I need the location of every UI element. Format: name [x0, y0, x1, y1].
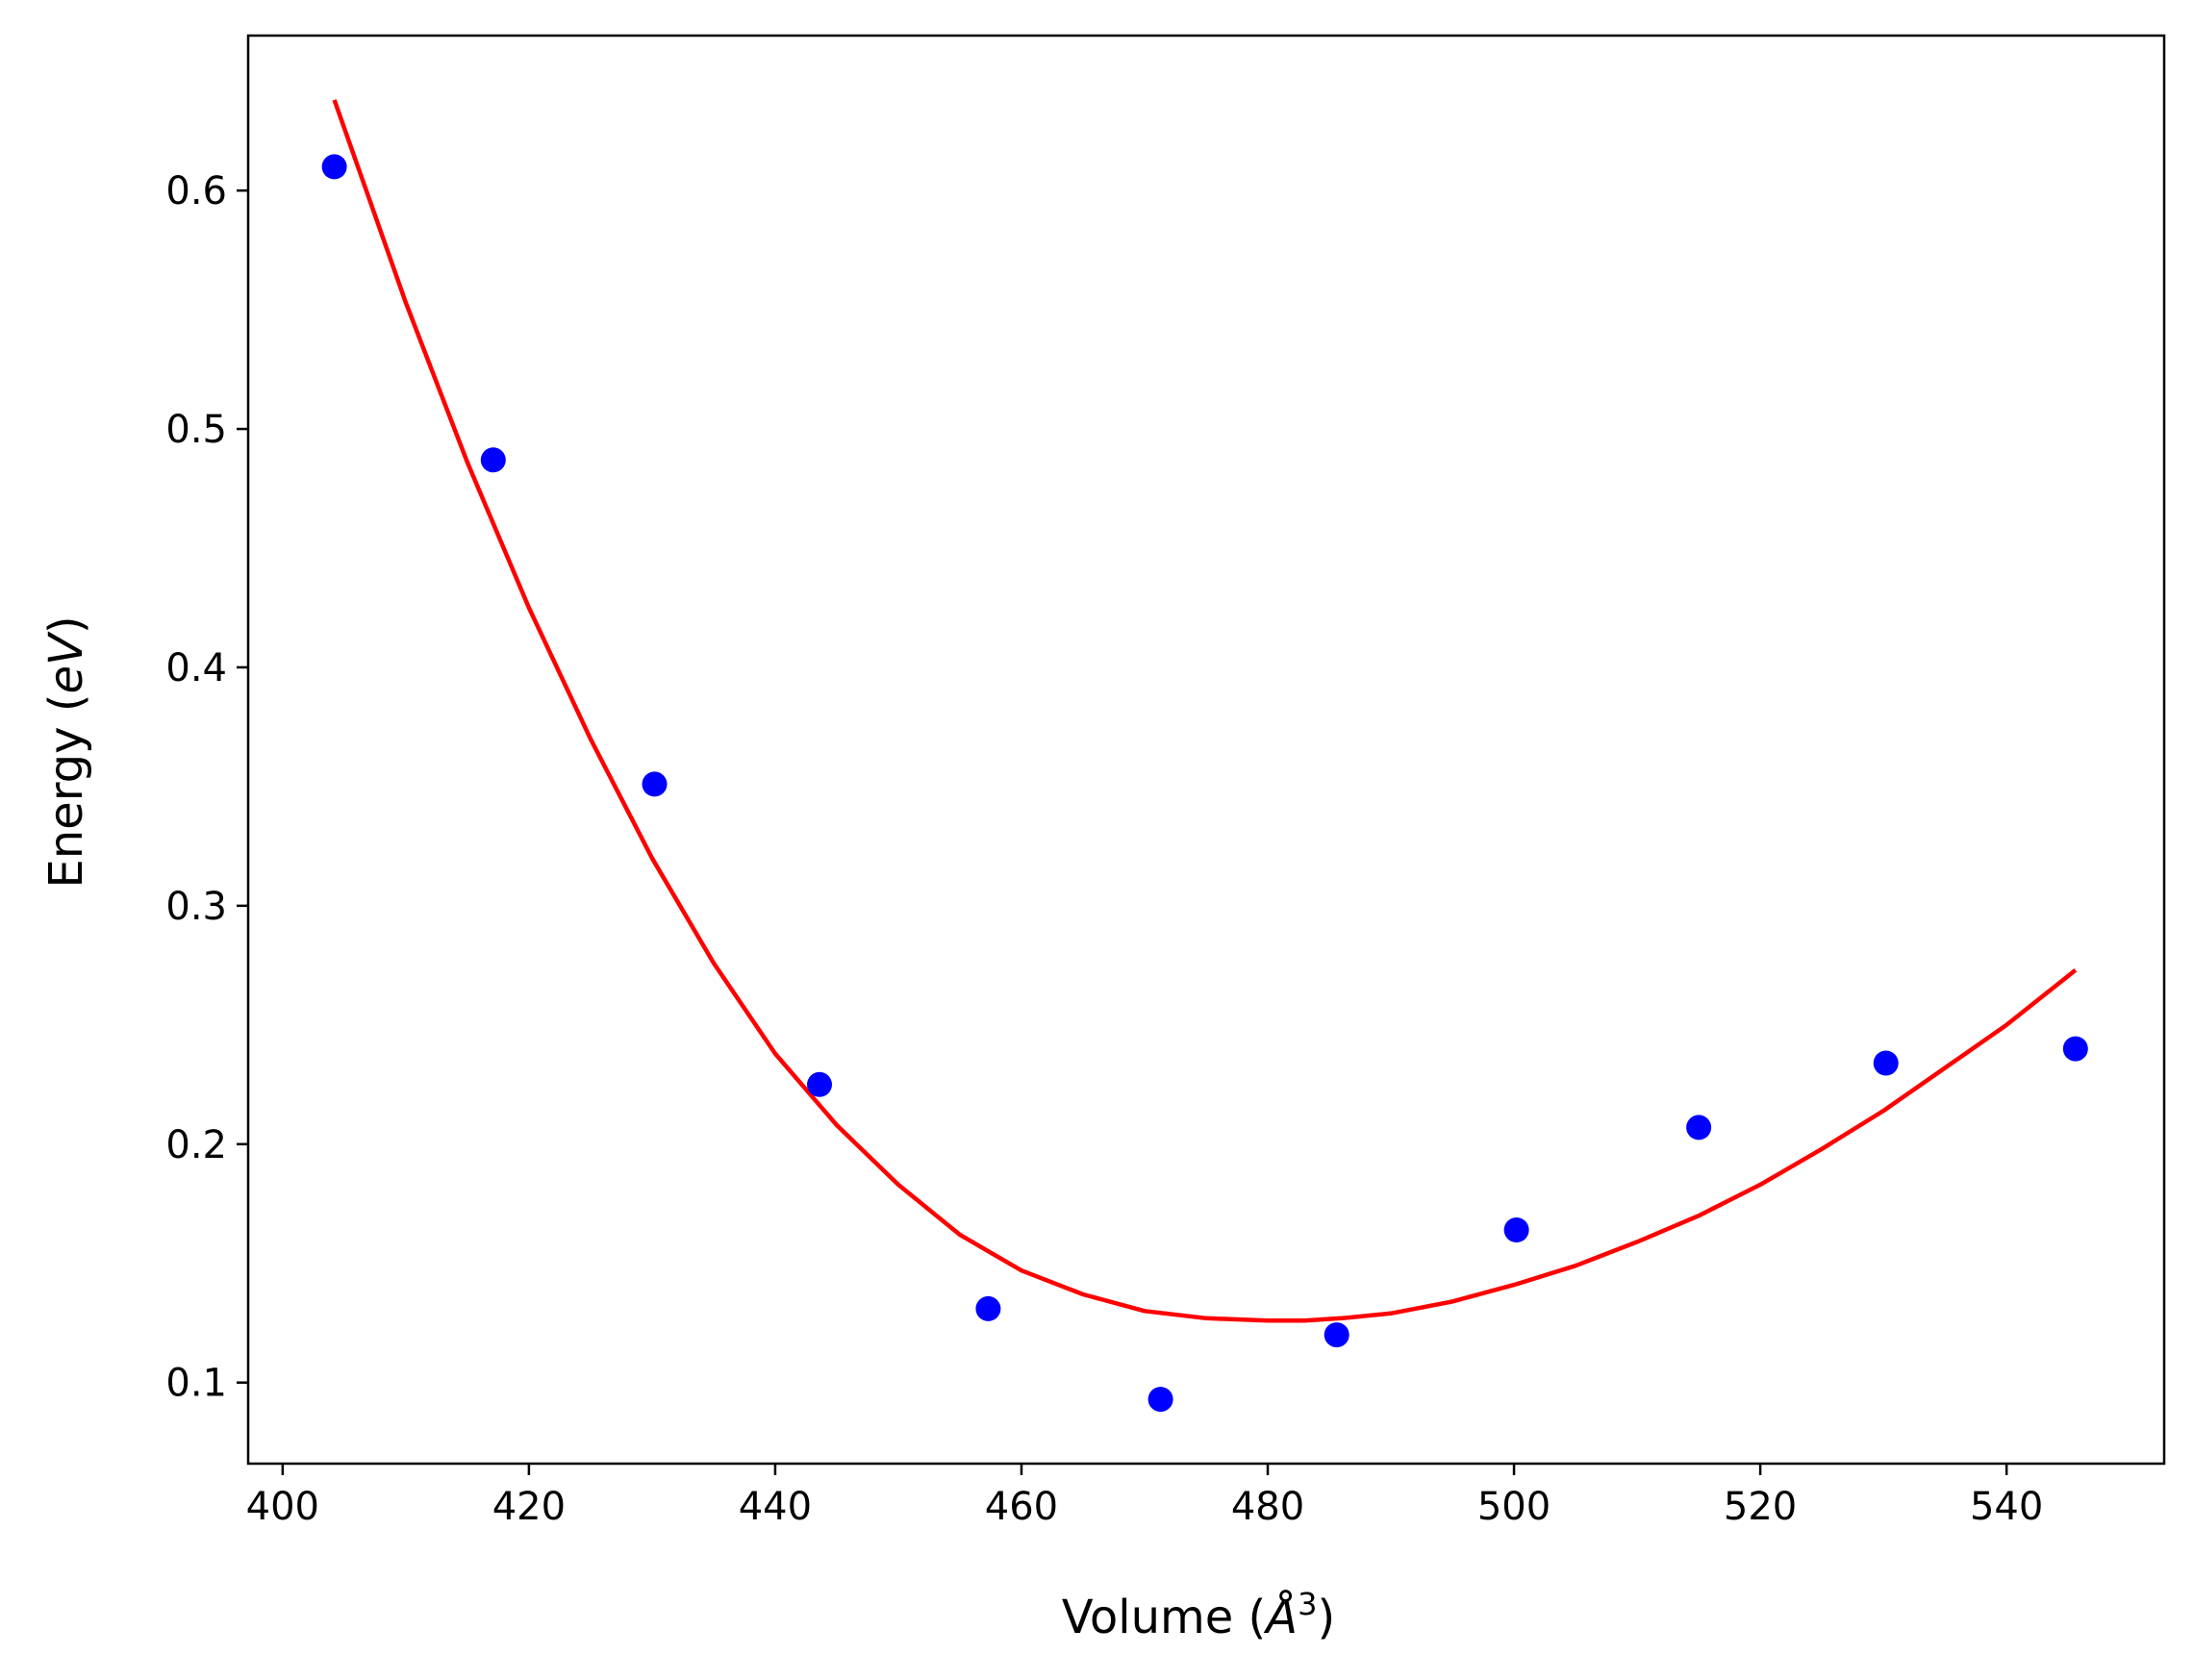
data-point [1686, 1115, 1712, 1141]
x-axis-label-exponent: 3 [1298, 1586, 1317, 1622]
y-axis-ticks: 0.1 0.2 0.3 0.4 0.5 0.6 [165, 169, 248, 1406]
plot-area [321, 99, 2088, 1413]
data-point [2062, 1036, 2088, 1062]
x-axis-label-unit: Å [1263, 1590, 1298, 1644]
x-tick-label: 400 [246, 1485, 319, 1529]
data-point [1503, 1217, 1529, 1242]
data-point [1324, 1322, 1349, 1348]
data-point [642, 771, 668, 797]
y-axis-label-text: Energy ( [39, 694, 93, 889]
x-axis-label: Volume (Å3) [1062, 1586, 1335, 1644]
fit-curve [332, 99, 2078, 1323]
x-tick-label: 440 [739, 1485, 812, 1529]
y-tick-label: 0.5 [165, 408, 227, 452]
x-axis-label-text: Volume ( [1062, 1591, 1267, 1644]
data-point [1147, 1387, 1173, 1413]
data-point [321, 154, 347, 180]
x-tick-label: 460 [985, 1485, 1058, 1529]
data-point [480, 447, 506, 473]
x-tick-label: 540 [1970, 1485, 2043, 1529]
x-tick-label: 500 [1477, 1485, 1551, 1529]
data-point [975, 1295, 1001, 1321]
y-tick-label: 0.6 [165, 169, 227, 213]
y-tick-label: 0.4 [165, 646, 227, 690]
x-tick-label: 480 [1231, 1485, 1304, 1529]
y-axis-label-close: ) [39, 615, 93, 634]
x-tick-label: 520 [1724, 1485, 1797, 1529]
x-axis-label-close: ) [1317, 1591, 1335, 1644]
data-point [807, 1071, 832, 1097]
y-tick-label: 0.3 [165, 885, 227, 929]
y-axis-label-unit: eV [39, 631, 93, 694]
data-point [1873, 1050, 1899, 1076]
x-axis-ticks: 400 420 440 460 480 500 520 540 [246, 1464, 2043, 1529]
y-tick-label: 0.1 [165, 1362, 227, 1406]
axes-frame [246, 34, 2166, 1466]
y-axis-label: Energy (eV) [39, 615, 93, 888]
x-tick-label: 420 [492, 1485, 566, 1529]
y-tick-label: 0.2 [165, 1123, 227, 1167]
